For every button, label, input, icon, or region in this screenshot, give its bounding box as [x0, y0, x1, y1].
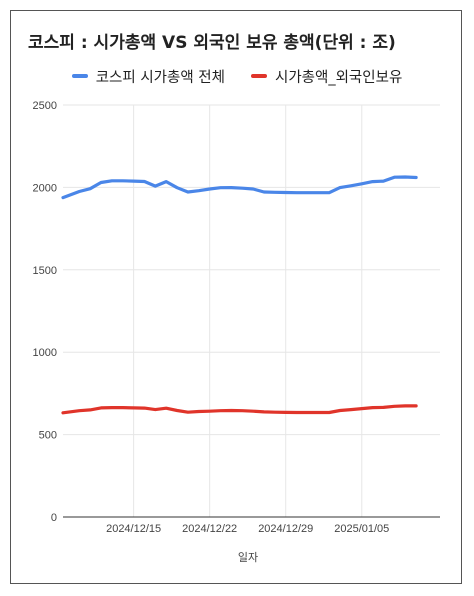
- y-tick-label: 0: [51, 512, 57, 524]
- y-tick-label: 1000: [33, 347, 57, 359]
- chart-frame: [10, 10, 462, 584]
- series-line-foreign: [61, 404, 418, 415]
- y-tick-label: 500: [39, 430, 57, 442]
- legend-item-total: 코스피 시가총액 전체: [71, 66, 225, 86]
- y-tick-label: 2500: [33, 100, 57, 112]
- legend-label-total: 코스피 시가총액 전체: [95, 69, 225, 86]
- chart-title: 코스피 : 시가총액 VS 외국인 보유 총액(단위 : 조): [28, 33, 396, 53]
- y-tick-label: 2000: [33, 182, 57, 194]
- series-line-total: [61, 175, 418, 200]
- x-tick-label: 2024/12/29: [258, 523, 313, 535]
- legend-swatch-foreign: [250, 74, 267, 78]
- x-axis-title: 일자: [238, 550, 258, 564]
- legend-swatch-total: [71, 74, 88, 78]
- x-tick-label: 2024/12/15: [106, 523, 161, 535]
- chart-legend: 코스피 시가총액 전체 시가총액_외국인보유: [0, 66, 474, 86]
- legend-label-foreign: 시가총액_외국인보유: [274, 69, 403, 86]
- legend-item-foreign: 시가총액_외국인보유: [250, 66, 403, 86]
- x-tick-label: 2025/01/05: [334, 523, 389, 535]
- x-tick-label: 2024/12/22: [182, 523, 237, 535]
- y-tick-label: 1500: [33, 265, 57, 277]
